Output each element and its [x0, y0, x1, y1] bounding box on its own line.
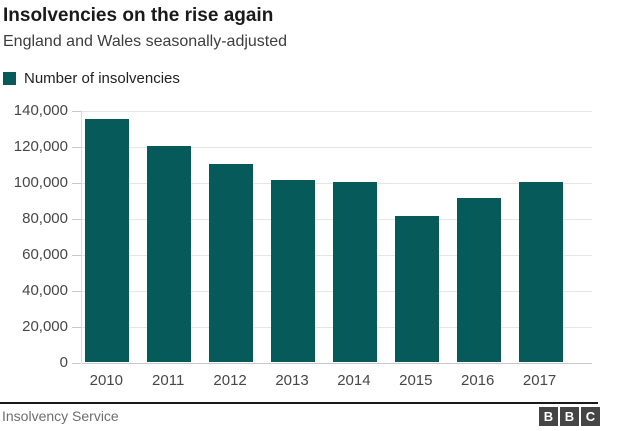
- y-axis-tick-label: 20,000: [22, 318, 68, 335]
- legend-swatch-icon: [3, 71, 16, 85]
- x-axis-tick-label: 2013: [275, 372, 309, 389]
- y-tick-mark: [72, 327, 81, 328]
- y-tick-mark: [72, 183, 81, 184]
- bar-2016: [456, 198, 501, 362]
- legend: Number of insolvencies: [3, 69, 180, 87]
- chart-subtitle: England and Wales seasonally-adjusted: [3, 33, 288, 50]
- bbc-logo-letter-icon: B: [560, 407, 579, 426]
- x-axis-tick-label: 2017: [522, 372, 557, 389]
- y-axis-tick-label: 120,000: [13, 138, 68, 155]
- bar-2010: [85, 119, 130, 362]
- x-axis-tick-label: 2014: [337, 372, 371, 389]
- x-axis-tick-label: 2011: [152, 372, 185, 389]
- gridline: [82, 147, 592, 148]
- chart-title: Insolvencies on the rise again: [3, 5, 274, 26]
- y-tick-mark: [72, 363, 81, 364]
- gridline: [82, 111, 592, 112]
- bar-2011: [147, 146, 192, 362]
- y-axis-tick-label: 140,000: [13, 102, 68, 119]
- y-tick-mark: [72, 255, 81, 256]
- footer-divider: [0, 402, 598, 404]
- x-axis-tick-label: 2010: [89, 372, 123, 389]
- x-axis-tick-label: 2016: [461, 372, 495, 389]
- y-tick-mark: [72, 291, 81, 292]
- bar-2013: [271, 180, 315, 362]
- y-tick-mark: [72, 111, 81, 112]
- y-tick-mark: [72, 219, 81, 220]
- plot-area: [81, 111, 592, 364]
- bbc-logo-letter-icon: C: [581, 407, 600, 426]
- bar-2017: [518, 182, 563, 362]
- y-tick-mark: [72, 147, 81, 148]
- source-label: Insolvency Service: [2, 408, 119, 424]
- x-axis-line: [82, 363, 592, 364]
- bar-2012: [209, 164, 254, 362]
- y-axis-tick-label: 0: [59, 354, 68, 371]
- bar-2015: [394, 216, 439, 362]
- legend-label: Number of insolvencies: [24, 69, 180, 87]
- y-axis-tick-label: 80,000: [22, 210, 68, 227]
- y-axis-tick-label: 100,000: [13, 174, 68, 191]
- x-axis-tick-label: 2012: [213, 372, 247, 389]
- bar-2014: [332, 182, 377, 362]
- y-axis-tick-label: 60,000: [22, 246, 68, 263]
- y-axis-tick-label: 40,000: [22, 282, 68, 299]
- bbc-logo-letter-icon: B: [539, 407, 558, 426]
- x-axis-tick-label: 2015: [399, 372, 433, 389]
